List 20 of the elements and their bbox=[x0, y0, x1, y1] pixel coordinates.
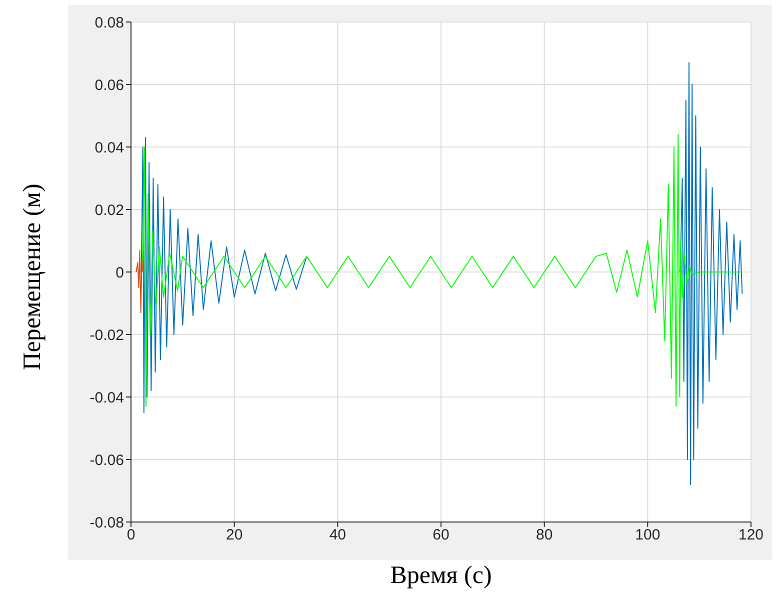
y-tick-label: -0.02 bbox=[90, 326, 124, 344]
y-tick-label: -0.08 bbox=[90, 514, 124, 532]
y-tick-label: 0.06 bbox=[94, 76, 124, 94]
y-axis-title: Перемещение (м) bbox=[19, 184, 47, 370]
x-tick-label: 20 bbox=[226, 526, 243, 544]
x-tick-label: 80 bbox=[536, 526, 553, 544]
line-series bbox=[136, 250, 144, 314]
x-tick-label: 120 bbox=[738, 526, 764, 544]
y-tick-label: 0.02 bbox=[94, 202, 124, 219]
line-series bbox=[142, 134, 743, 407]
y-tick-label: 0.08 bbox=[94, 14, 124, 32]
y-tick-label: -0.06 bbox=[90, 452, 124, 469]
x-tick-label: 40 bbox=[329, 526, 346, 544]
y-tick-label: 0 bbox=[116, 264, 124, 282]
x-axis-title: Время (с) bbox=[389, 562, 493, 590]
x-tick-label: 60 bbox=[432, 526, 450, 544]
y-tick-label: -0.04 bbox=[90, 389, 124, 406]
x-tick-label: 0 bbox=[126, 526, 136, 544]
x-tick-label: 100 bbox=[635, 526, 660, 544]
y-tick-label: 0.04 bbox=[94, 139, 124, 156]
